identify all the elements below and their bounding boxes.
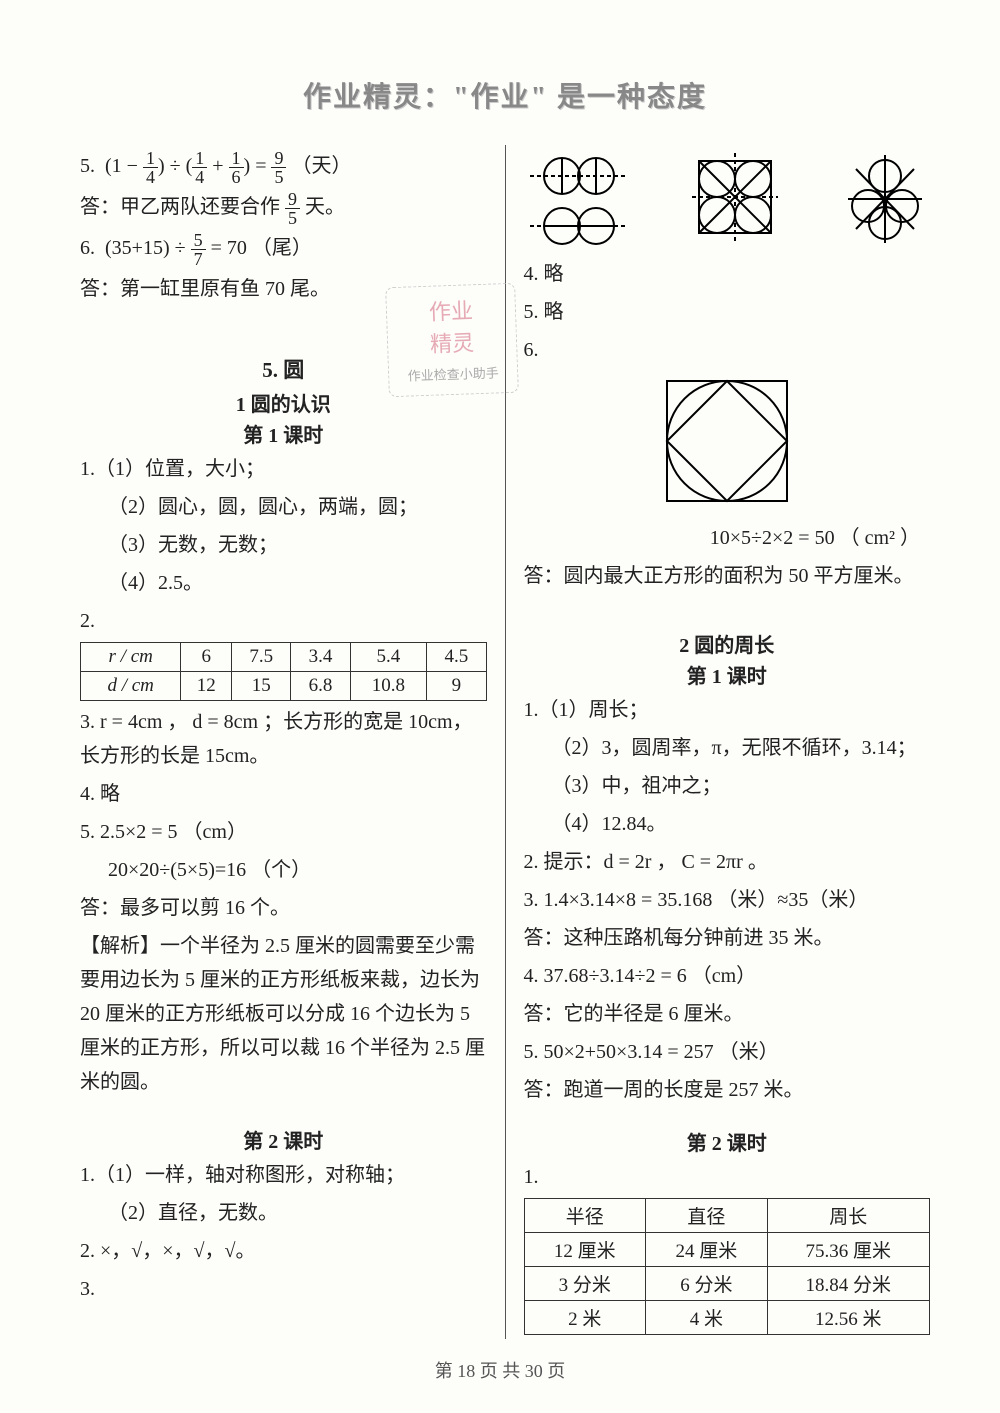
q5-expr: 5. (1 − 14) ÷ (14 + 16) = 95 （天） [80,149,487,186]
l2-q1-2: （2）直径，无数。 [80,1196,487,1230]
q4: 4. 略 [80,777,487,811]
right-column: 4. 略 5. 略 6. 10×5÷2×2 = 50 （ cm² ） 答：圆内最… [524,145,931,1339]
left-column: 5. (1 − 14) ÷ (14 + 16) = 95 （天） 答：甲乙两队还… [80,145,487,1339]
l2-q3: 3. [80,1272,487,1306]
q1-1: 1.（1）位置，大小； [80,452,487,486]
r-q4: 4. 略 [524,257,931,291]
page-header: 作业精灵："作业" 是一种态度 [80,75,930,115]
r-lesson2-title: 第 2 课时 [524,1127,931,1156]
section-5-title: 5. 圆 [80,354,487,384]
r-q6: 6. [524,333,931,367]
r1-3: （3）中，祖冲之； [524,769,931,803]
q2: 2. [80,604,487,638]
figure-2 [682,151,792,251]
r4: 4. 37.68÷3.14÷2 = 6 （cm） [524,959,931,993]
r2: 2. 提示：d = 2r ， C = 2πr 。 [524,845,931,879]
r4ans: 答：它的半径是 6 厘米。 [524,997,931,1031]
lesson2-title-left: 第 2 课时 [80,1125,487,1154]
table-2: 半径 直径 周长 12 厘米 24 厘米 75.36 厘米 3 分米 6 分米 … [524,1198,931,1335]
lesson1-title: 第 1 课时 [80,419,487,448]
q6-ans: 答：圆内最大正方形的面积为 50 平方厘米。 [524,559,931,593]
q6-expr: 10×5÷2×2 = 50 （ cm² ） [524,521,931,555]
q5exp: 【解析】一个半径为 2.5 厘米的圆需要至少需要用边长为 5 厘米的正方形纸板来… [80,929,487,1099]
table-1: r / cm 6 7.5 3.4 5.4 4.5 d / cm 12 15 6.… [80,642,487,701]
r5ans: 答：跑道一周的长度是 257 米。 [524,1073,931,1107]
columns: 5. (1 − 14) ÷ (14 + 16) = 95 （天） 答：甲乙两队还… [80,145,930,1339]
figure-q6 [524,371,931,517]
r5: 5. 50×2+50×3.14 = 257 （米） [524,1035,931,1069]
r1-4: （4）12.84。 [524,807,931,841]
figure-1 [524,151,634,251]
q6-ans: 答：第一缸里原有鱼 70 尾。 [80,272,487,306]
section-5-1-title: 1 圆的认识 [80,388,487,417]
q5ans: 答：最多可以剪 16 个。 [80,891,487,925]
q5a: 5. 2.5×2 = 5 （cm） [80,815,487,849]
r3: 3. 1.4×3.14×8 = 35.168 （米）≈35（米） [524,883,931,917]
column-divider [505,145,506,1339]
figure-3 [840,151,930,251]
r-q5: 5. 略 [524,295,931,329]
r3ans: 答：这种压路机每分钟前进 35 米。 [524,921,931,955]
q6-expr: 6. (35+15) ÷ 57 = 70 （尾） [80,231,487,268]
q1-2: （2）圆心，圆，圆心，两端，圆； [80,490,487,524]
r1-1: 1.（1）周长； [524,693,931,727]
l2-q2: 2. ×，√，×，√，√。 [80,1234,487,1268]
q1-3: （3）无数，无数； [80,528,487,562]
q5-ans: 答：甲乙两队还要合作 95 天。 [80,190,487,227]
section-2-title: 2 圆的周长 [524,629,931,658]
q1-4: （4）2.5。 [80,566,487,600]
r-l2-q1: 1. [524,1160,931,1194]
r1-2: （2）3，圆周率，π，无限不循环，3.14； [524,731,931,765]
figures-row [524,151,931,251]
l2-q1-1: 1.（1）一样，轴对称图形，对称轴； [80,1158,487,1192]
q5b: 20×20÷(5×5)=16 （个） [80,853,487,887]
page-footer: 第 18 页 共 30 页 [0,1357,1000,1383]
r-lesson1-title: 第 1 课时 [524,660,931,689]
q3: 3. r = 4cm ， d = 8cm ；长方形的宽是 10cm，长方形的长是… [80,705,487,773]
